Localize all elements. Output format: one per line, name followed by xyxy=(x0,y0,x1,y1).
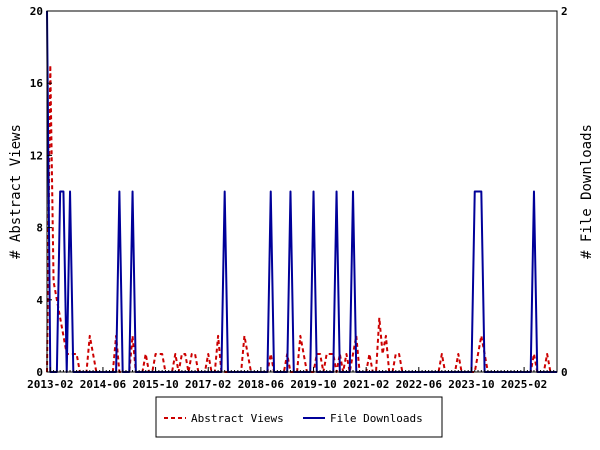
x-tick-label: 2025-02 xyxy=(501,378,547,391)
legend-box xyxy=(155,396,443,438)
y2-tick-label: 0 xyxy=(561,366,568,379)
series-line-abstract-views xyxy=(46,64,557,373)
x-tick-label: 2013-02 xyxy=(27,378,73,391)
x-tick-label: 2023-10 xyxy=(448,378,494,391)
plot-content xyxy=(46,10,557,373)
axes-layer: 0 4 8 12 16 20 0 2 2013-02 2014-06 2015-10 2017-02 2… xyxy=(27,5,568,391)
y-tick-label: 20 xyxy=(30,5,43,18)
x-tick-label: 2022-06 xyxy=(396,378,443,391)
x-tick-label: 2018-06 xyxy=(238,378,285,391)
y-tick-label: 8 xyxy=(36,222,43,235)
y-axis-title: # Abstract Views xyxy=(8,124,24,259)
y2-axis-title: # File Downloads xyxy=(579,124,595,259)
x-tick-label: 2021-02 xyxy=(343,378,389,391)
x-tick-label: 2017-02 xyxy=(185,378,231,391)
series-line-file-downloads xyxy=(46,10,557,373)
legend-label-abstract-views: Abstract Views xyxy=(191,412,284,425)
legend: Abstract Views File Downloads xyxy=(155,396,443,438)
y-tick-label: 0 xyxy=(36,366,43,379)
x-tick-label: 2019-10 xyxy=(290,378,336,391)
y-tick-label: 4 xyxy=(36,294,43,307)
x-tick-label: 2014-06 xyxy=(80,378,127,391)
y2-tick-label: 2 xyxy=(561,5,568,18)
y-tick-label: 12 xyxy=(30,149,43,162)
plot-frame xyxy=(46,10,558,373)
legend-label-file-downloads: File Downloads xyxy=(330,412,423,425)
y-tick-label: 16 xyxy=(30,77,44,90)
x-tick-label: 2015-10 xyxy=(132,378,178,391)
